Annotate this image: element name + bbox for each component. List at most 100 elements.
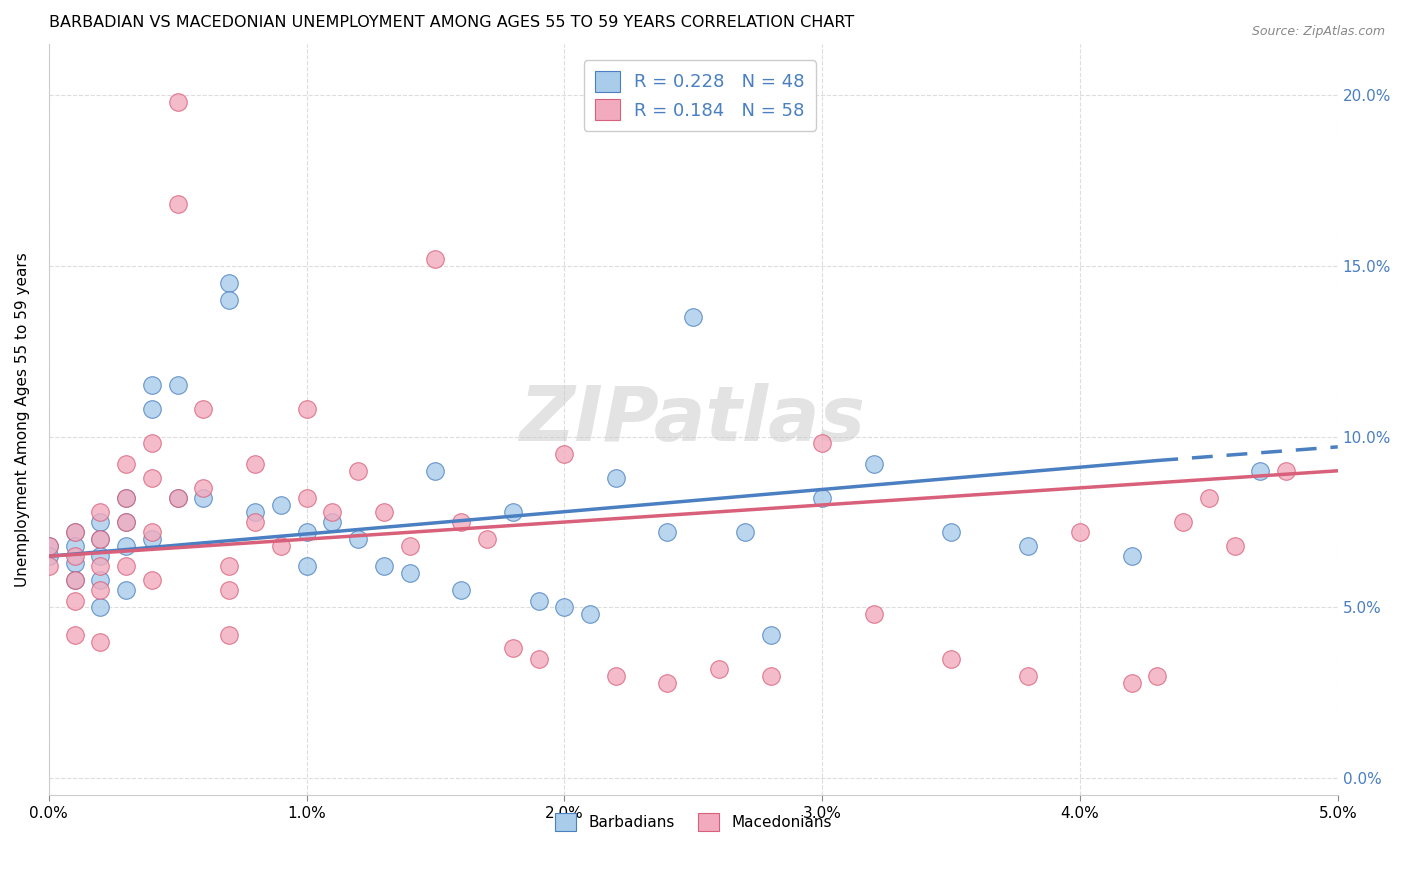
Point (295, 402, 318, 417)
Point (1017, 539, 1039, 553)
Point (862, 457, 884, 471)
Point (373, 559, 395, 574)
Point (373, 505, 395, 519)
Point (707, 662, 730, 676)
Point (1275, 464, 1298, 478)
Point (579, 607, 602, 622)
Point (166, 491, 188, 505)
Text: ZIPatlas: ZIPatlas (520, 383, 866, 457)
Text: BARBADIAN VS MACEDONIAN UNEMPLOYMENT AMONG AGES 55 TO 59 YEARS CORRELATION CHART: BARBADIAN VS MACEDONIAN UNEMPLOYMENT AMO… (49, 15, 853, 30)
Point (89, 532, 111, 546)
Point (166, 378, 188, 392)
Point (811, 491, 834, 505)
Point (939, 651, 962, 665)
Point (502, 641, 524, 656)
Point (1198, 491, 1220, 505)
Point (939, 525, 962, 540)
Point (347, 464, 370, 478)
Point (89, 515, 111, 529)
Point (89, 573, 111, 587)
Point (1121, 549, 1143, 564)
Point (193, 491, 215, 505)
Point (347, 532, 370, 546)
Point (38, 539, 60, 553)
Point (243, 457, 266, 471)
Point (115, 515, 138, 529)
Point (321, 515, 343, 529)
Point (89, 505, 111, 519)
Point (63, 573, 86, 587)
Point (141, 436, 163, 450)
Text: Source: ZipAtlas.com: Source: ZipAtlas.com (1251, 25, 1385, 38)
Point (502, 505, 524, 519)
Point (115, 457, 138, 471)
Point (1069, 525, 1091, 540)
Point (553, 600, 575, 615)
Point (243, 505, 266, 519)
Point (1249, 464, 1271, 478)
Point (193, 481, 215, 495)
Point (141, 378, 163, 392)
Point (243, 515, 266, 529)
Point (1171, 515, 1194, 529)
Point (89, 549, 111, 564)
Point (218, 559, 240, 574)
Legend: Barbadians, Macedonians: Barbadians, Macedonians (548, 806, 838, 837)
Point (115, 539, 138, 553)
Point (141, 573, 163, 587)
Point (657, 525, 679, 540)
Point (63, 549, 86, 564)
Point (1223, 539, 1246, 553)
Point (89, 634, 111, 648)
Point (527, 651, 550, 665)
Point (759, 628, 782, 642)
Point (295, 491, 318, 505)
Point (141, 470, 163, 484)
Point (759, 669, 782, 683)
Point (38, 539, 60, 553)
Point (63, 573, 86, 587)
Point (166, 491, 188, 505)
Point (811, 436, 834, 450)
Point (1017, 669, 1039, 683)
Point (398, 566, 420, 581)
Point (605, 669, 627, 683)
Point (553, 447, 575, 461)
Point (63, 539, 86, 553)
Point (63, 593, 86, 607)
Point (682, 310, 704, 324)
Point (89, 600, 111, 615)
Point (141, 532, 163, 546)
Point (295, 525, 318, 540)
Point (425, 464, 447, 478)
Point (63, 525, 86, 540)
Point (1121, 675, 1143, 690)
Point (141, 525, 163, 540)
Point (63, 525, 86, 540)
Point (605, 470, 627, 484)
Point (89, 559, 111, 574)
Point (862, 607, 884, 622)
Point (218, 583, 240, 598)
Point (218, 276, 240, 290)
Point (450, 515, 472, 529)
Point (475, 532, 498, 546)
Point (89, 583, 111, 598)
Point (115, 491, 138, 505)
Point (425, 252, 447, 266)
Point (218, 293, 240, 307)
Point (63, 628, 86, 642)
Point (270, 539, 292, 553)
Point (193, 402, 215, 417)
Point (166, 95, 188, 109)
Point (166, 197, 188, 211)
Point (270, 498, 292, 512)
Point (89, 532, 111, 546)
Point (38, 559, 60, 574)
Point (218, 628, 240, 642)
Y-axis label: Unemployment Among Ages 55 to 59 years: Unemployment Among Ages 55 to 59 years (15, 252, 30, 587)
Point (657, 675, 679, 690)
Point (115, 583, 138, 598)
Point (1146, 669, 1168, 683)
Point (734, 525, 756, 540)
